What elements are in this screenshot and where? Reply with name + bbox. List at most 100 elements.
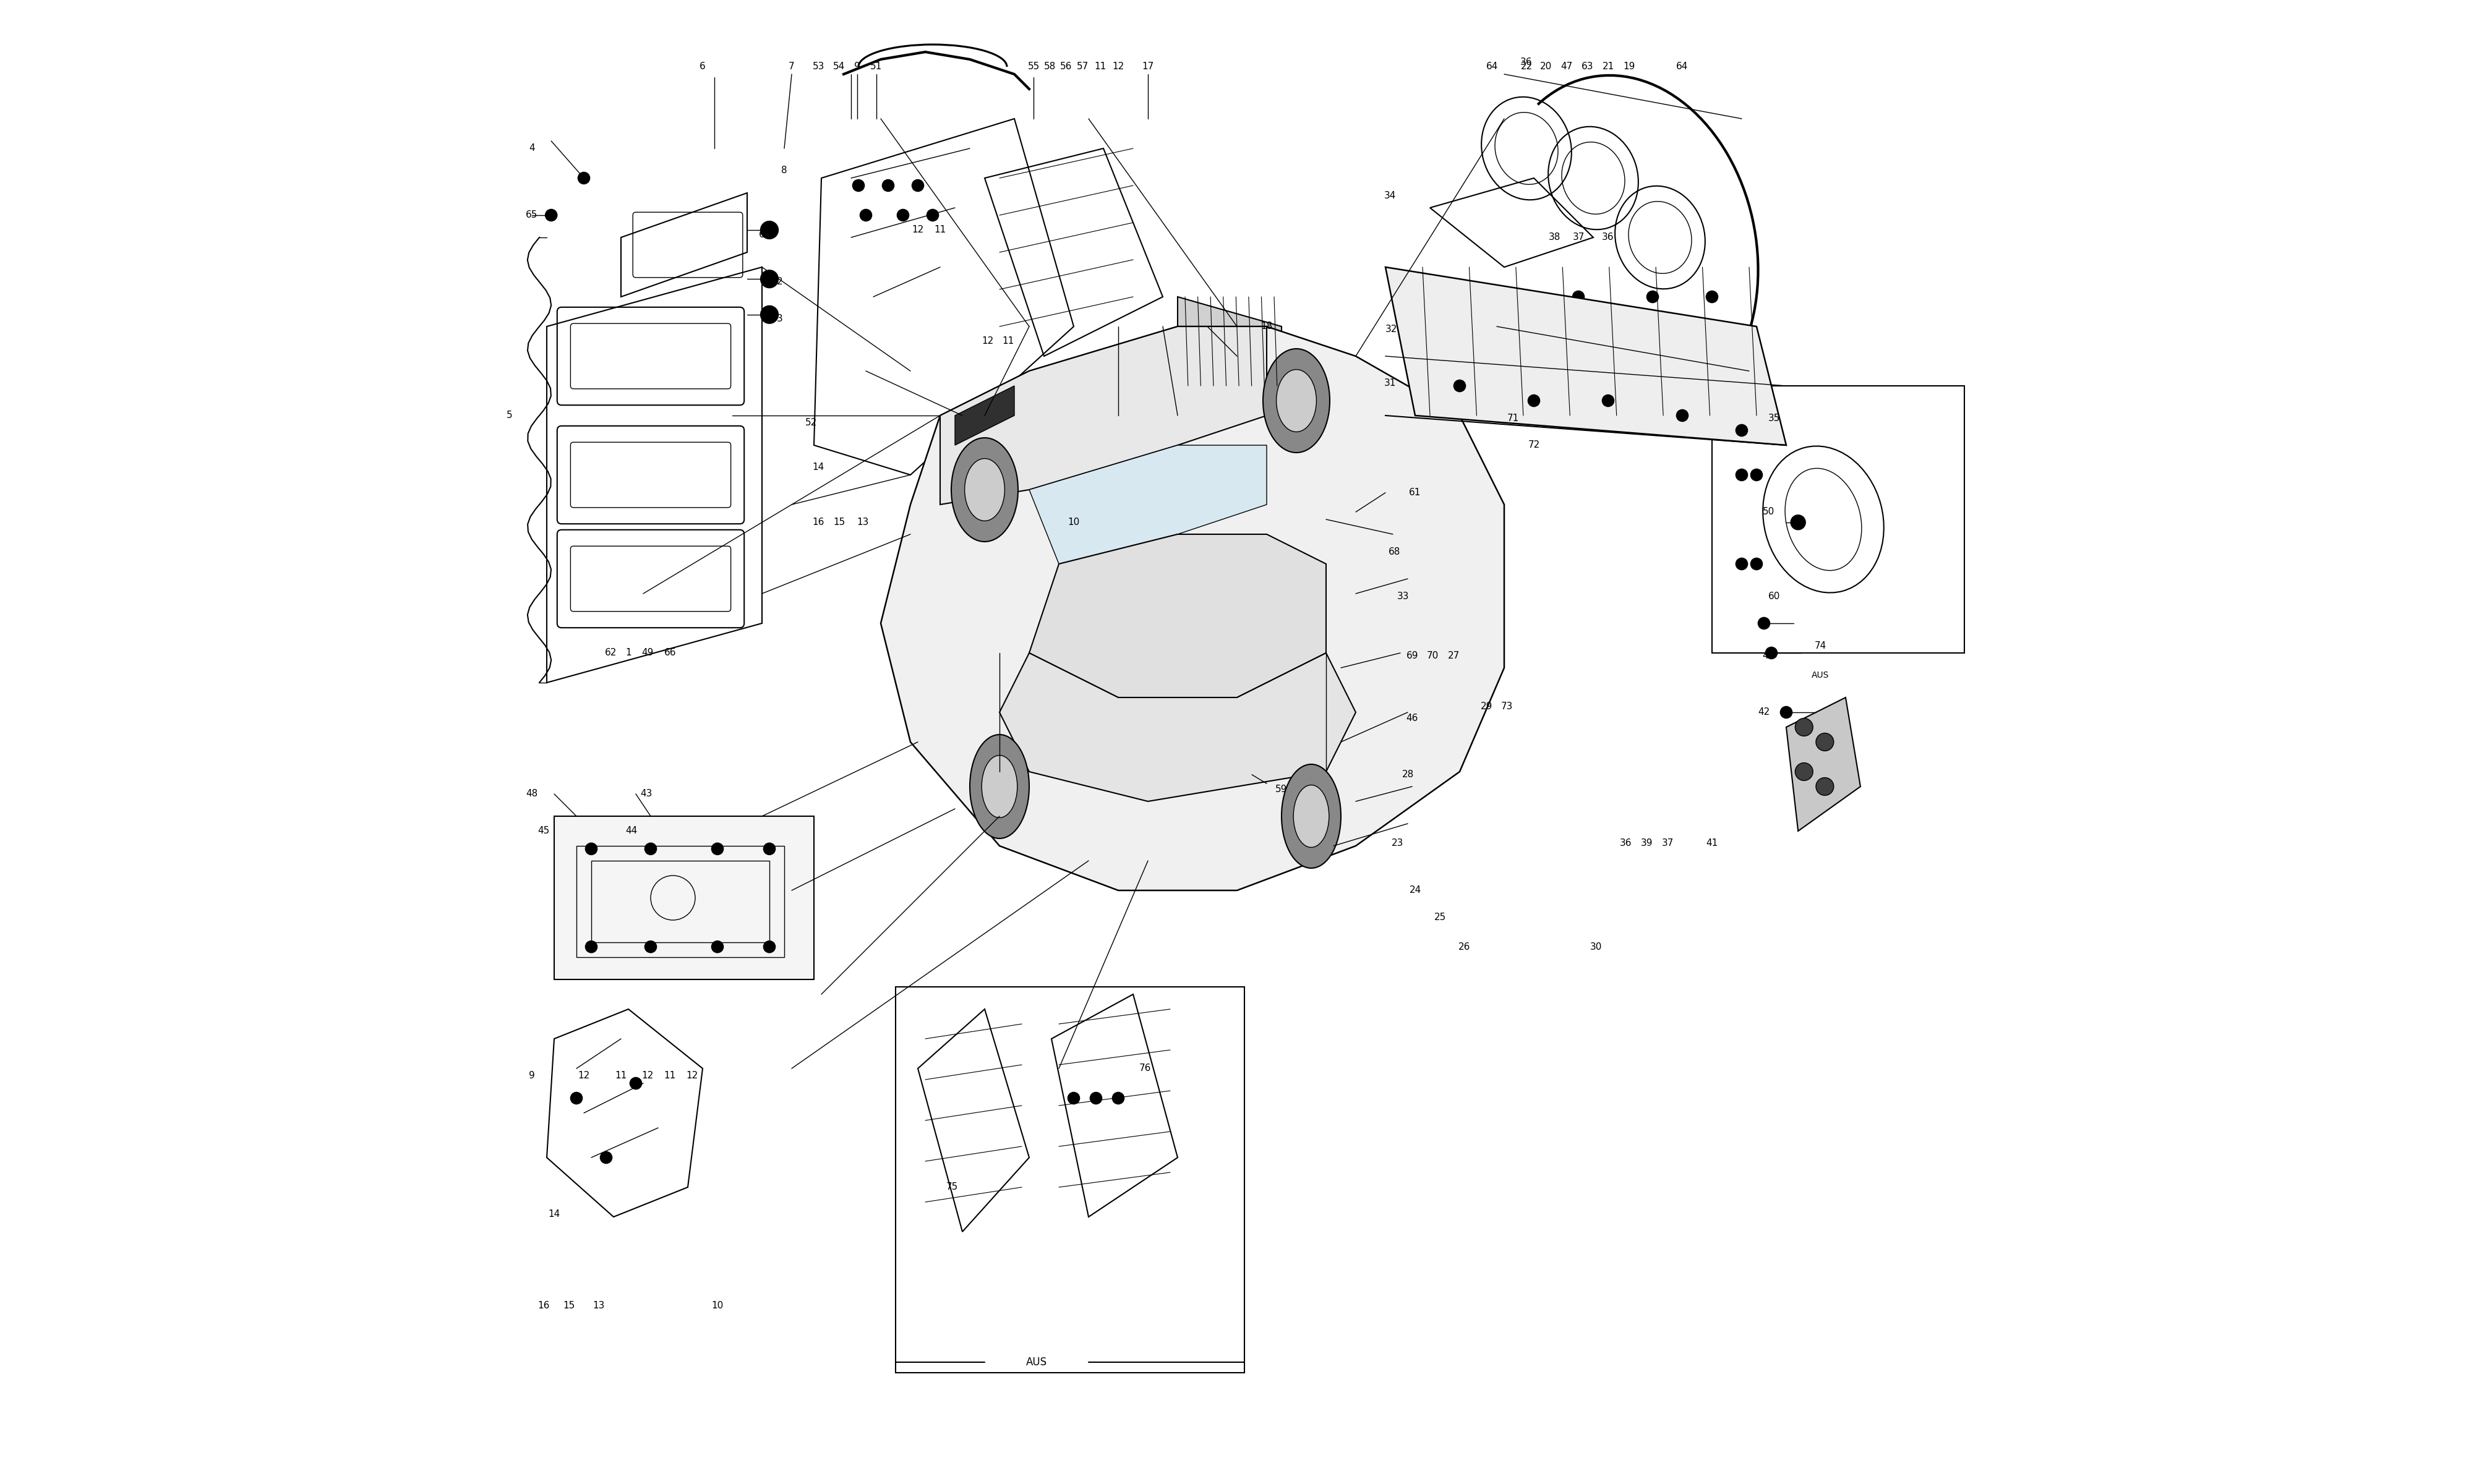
Text: 34: 34: [1383, 191, 1395, 200]
Text: 7: 7: [789, 62, 794, 71]
Circle shape: [760, 221, 779, 239]
Text: 16: 16: [537, 1301, 549, 1310]
Circle shape: [1796, 718, 1813, 736]
Circle shape: [854, 180, 863, 191]
Text: 69: 69: [1405, 651, 1418, 660]
Text: 56: 56: [1061, 62, 1071, 71]
Text: 12: 12: [685, 1071, 698, 1080]
Text: 13: 13: [594, 1301, 604, 1310]
Circle shape: [898, 209, 908, 221]
Polygon shape: [1029, 445, 1267, 564]
Circle shape: [883, 180, 893, 191]
Ellipse shape: [950, 438, 1019, 542]
Text: 36: 36: [1603, 233, 1613, 242]
Circle shape: [1752, 469, 1761, 481]
Text: 36: 36: [1620, 838, 1633, 847]
Text: 76: 76: [1138, 1064, 1150, 1073]
Text: 29: 29: [1479, 702, 1492, 711]
Text: 72: 72: [1529, 441, 1539, 450]
Text: 32: 32: [1385, 325, 1398, 334]
Text: 65: 65: [527, 211, 537, 220]
Text: 52: 52: [804, 418, 816, 427]
Text: 12: 12: [641, 1071, 653, 1080]
Circle shape: [1603, 395, 1613, 407]
Circle shape: [1752, 558, 1761, 570]
Circle shape: [764, 843, 774, 855]
Circle shape: [760, 270, 779, 288]
Text: 75: 75: [945, 1183, 957, 1192]
Text: 23: 23: [1390, 838, 1403, 847]
Text: 1: 1: [626, 649, 631, 657]
Text: 74: 74: [1813, 641, 1826, 650]
Circle shape: [1737, 424, 1747, 436]
Circle shape: [1707, 291, 1717, 303]
Circle shape: [913, 180, 923, 191]
Text: 24: 24: [1410, 886, 1420, 895]
Text: 25: 25: [1435, 913, 1447, 922]
Circle shape: [713, 941, 722, 953]
Bar: [576, 846, 784, 957]
Text: 8: 8: [782, 166, 787, 175]
Circle shape: [1759, 617, 1769, 629]
Text: 11: 11: [935, 226, 945, 234]
Text: 11: 11: [1094, 62, 1106, 71]
Circle shape: [713, 843, 722, 855]
Text: 11: 11: [663, 1071, 675, 1080]
Text: 21: 21: [1603, 62, 1613, 71]
Text: 9: 9: [854, 62, 861, 71]
Text: 30: 30: [1591, 942, 1603, 951]
Circle shape: [1514, 291, 1524, 303]
Ellipse shape: [982, 755, 1017, 818]
Text: 4: 4: [529, 144, 534, 153]
Circle shape: [1737, 558, 1747, 570]
Polygon shape: [955, 386, 1014, 445]
Text: 64: 64: [1487, 62, 1499, 71]
Circle shape: [631, 1077, 641, 1089]
Text: 10: 10: [713, 1301, 722, 1310]
Text: 73: 73: [1502, 702, 1514, 711]
Text: 64: 64: [1677, 62, 1687, 71]
Text: 45: 45: [537, 827, 549, 835]
Ellipse shape: [1277, 370, 1316, 432]
Text: 15: 15: [834, 518, 846, 527]
Text: 50: 50: [1761, 508, 1774, 516]
Circle shape: [1781, 706, 1791, 718]
Circle shape: [1677, 410, 1687, 421]
Text: 15: 15: [564, 1301, 574, 1310]
Text: 12: 12: [982, 337, 995, 346]
Text: 36: 36: [1522, 58, 1531, 67]
Circle shape: [601, 1152, 611, 1163]
Text: 48: 48: [527, 789, 537, 798]
Text: 44: 44: [626, 827, 638, 835]
Text: 27: 27: [1447, 651, 1460, 660]
Text: 62: 62: [604, 649, 616, 657]
Text: 14: 14: [811, 463, 824, 472]
Ellipse shape: [965, 459, 1004, 521]
Text: 16: 16: [811, 518, 824, 527]
Text: 6: 6: [700, 62, 705, 71]
Circle shape: [646, 843, 656, 855]
Text: 12: 12: [913, 226, 923, 234]
Text: AUS: AUS: [1027, 1356, 1047, 1368]
Circle shape: [1816, 778, 1833, 795]
Circle shape: [571, 1092, 581, 1104]
Ellipse shape: [1294, 785, 1329, 847]
Text: 46: 46: [1405, 714, 1418, 723]
Circle shape: [1796, 763, 1813, 781]
Polygon shape: [1178, 297, 1282, 386]
Polygon shape: [881, 326, 1504, 890]
Circle shape: [861, 209, 871, 221]
Ellipse shape: [970, 735, 1029, 838]
Text: 33: 33: [1398, 592, 1410, 601]
Circle shape: [1766, 647, 1776, 659]
Text: AUS: AUS: [1811, 671, 1828, 680]
Circle shape: [544, 209, 557, 221]
Circle shape: [1648, 291, 1658, 303]
Circle shape: [1529, 395, 1539, 407]
Text: 61: 61: [1410, 488, 1420, 497]
Bar: [591, 861, 769, 942]
Circle shape: [1737, 469, 1747, 481]
Text: 19: 19: [1623, 62, 1635, 71]
Text: 42: 42: [1759, 708, 1769, 717]
Text: 59: 59: [1277, 785, 1286, 794]
